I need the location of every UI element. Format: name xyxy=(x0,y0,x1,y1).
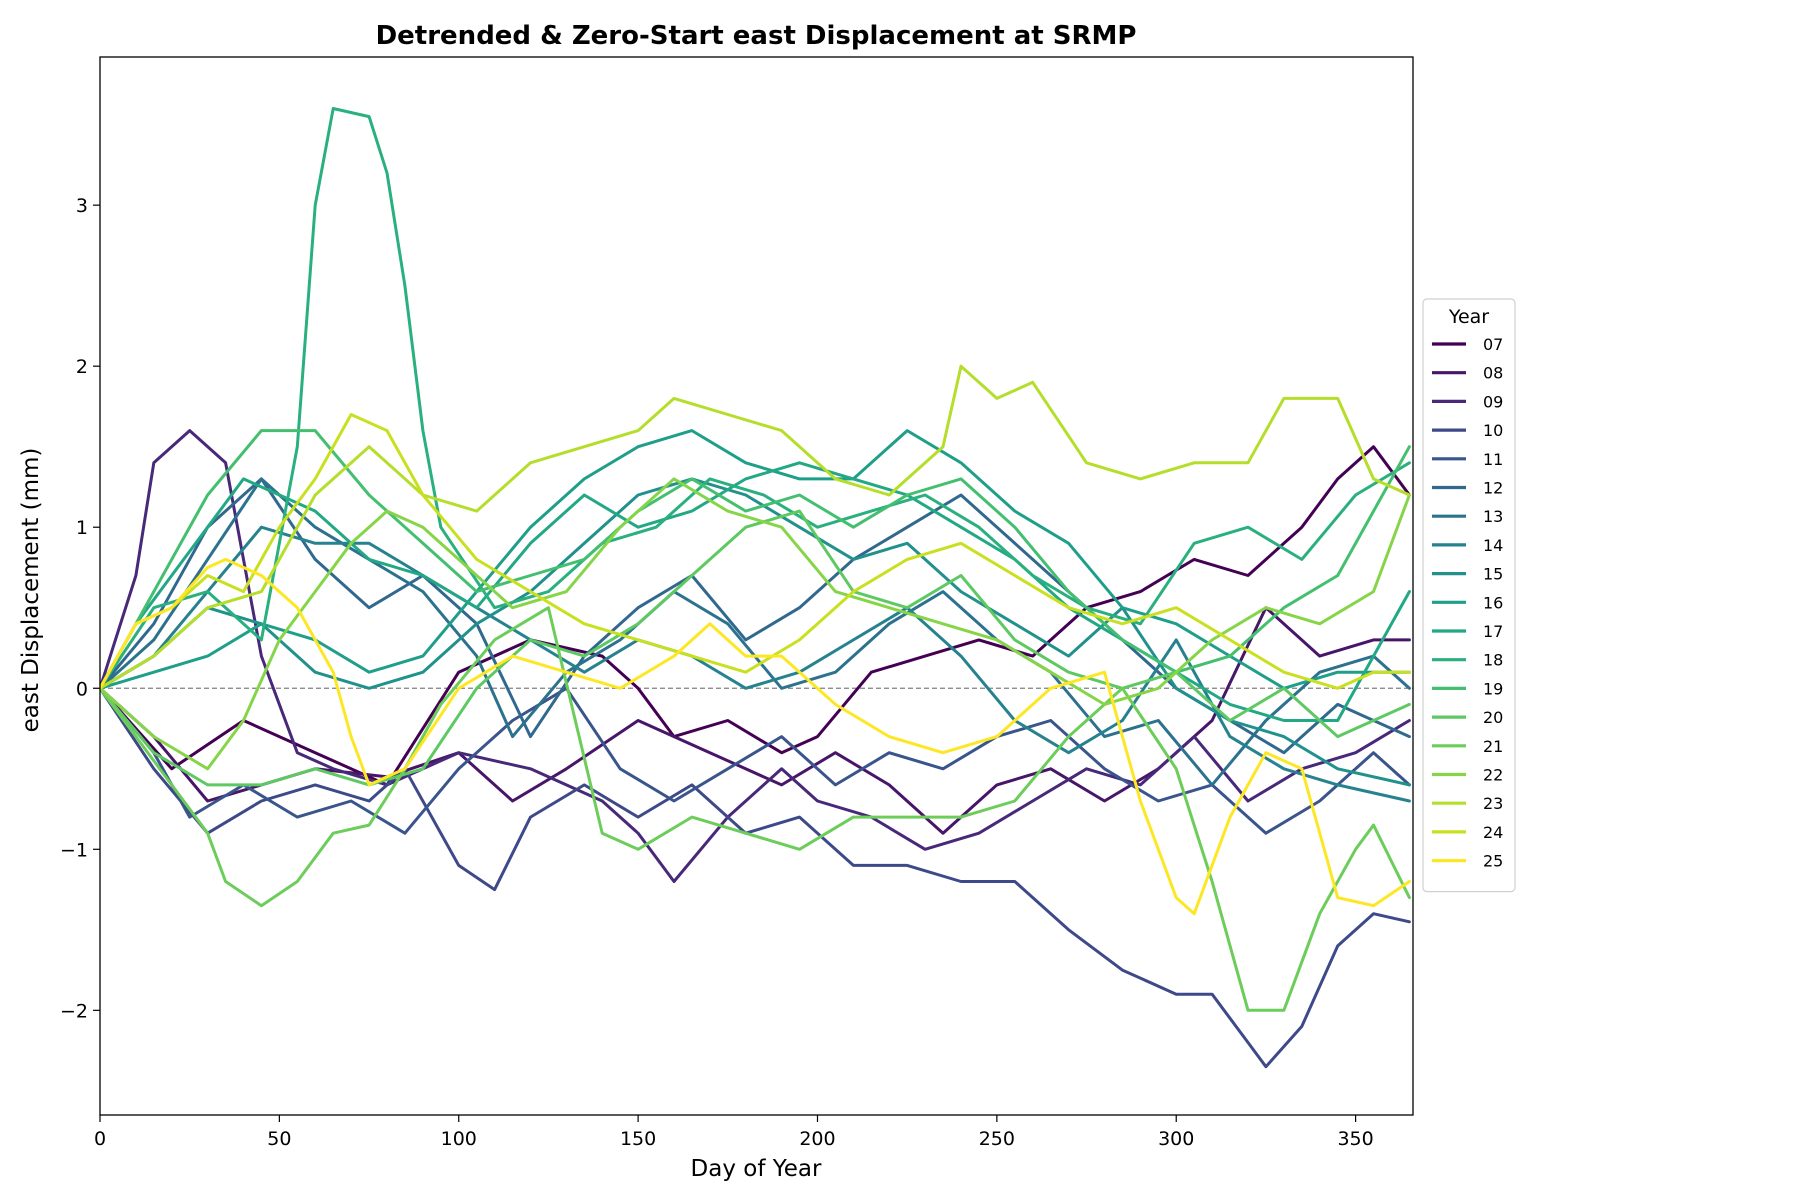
x-tick-label: 50 xyxy=(267,1128,291,1150)
series-line-25 xyxy=(100,557,1411,916)
chart-title: Detrended & Zero-Start east Displacement… xyxy=(376,21,1137,51)
legend-label-11: 11 xyxy=(1483,450,1503,469)
series-line-09 xyxy=(100,429,1411,883)
legend-label-20: 20 xyxy=(1483,708,1503,727)
legend-label-08: 08 xyxy=(1483,364,1503,383)
legend-label-16: 16 xyxy=(1483,593,1503,612)
x-tick-label: 250 xyxy=(979,1128,1015,1150)
y-tick-label: 2 xyxy=(76,356,88,378)
x-tick-label: 300 xyxy=(1158,1128,1194,1150)
legend-label-09: 09 xyxy=(1483,392,1503,411)
x-tick-label: 150 xyxy=(620,1128,656,1150)
x-tick-label: 200 xyxy=(799,1128,835,1150)
series-line-23 xyxy=(100,364,1411,690)
legend-label-22: 22 xyxy=(1483,766,1503,785)
legend-label-14: 14 xyxy=(1483,536,1503,555)
series-line-19 xyxy=(100,429,1411,690)
series-line-15 xyxy=(100,477,1411,787)
legend-label-25: 25 xyxy=(1483,852,1503,871)
series-line-22 xyxy=(100,477,1411,771)
series-line-18 xyxy=(100,107,1411,690)
axes-layer: 0 50 100 150 200 250 300 350 −2 −1 0 1 2 3 xyxy=(60,56,1414,1150)
legend-label-24: 24 xyxy=(1483,823,1503,842)
legend-label-10: 10 xyxy=(1483,421,1503,440)
legend-label-17: 17 xyxy=(1483,622,1503,641)
series-line-08 xyxy=(100,606,1411,835)
series-line-14 xyxy=(100,525,1411,803)
y-axis-label: east Displacement (mm) xyxy=(18,448,44,733)
legend-label-07: 07 xyxy=(1483,335,1503,354)
legend-box xyxy=(1422,298,1516,893)
legend-label-21: 21 xyxy=(1483,737,1503,756)
legend-label-13: 13 xyxy=(1483,507,1503,526)
y-tick-label: 0 xyxy=(76,678,88,700)
legend-label-23: 23 xyxy=(1483,794,1503,813)
legend-label-18: 18 xyxy=(1483,651,1503,670)
series-line-21 xyxy=(100,606,1411,1012)
legend-label-19: 19 xyxy=(1483,679,1503,698)
series-line-24 xyxy=(100,413,1411,690)
plot-frame xyxy=(99,56,1414,1116)
legend-label-12: 12 xyxy=(1483,479,1503,498)
x-tick-label: 350 xyxy=(1337,1128,1373,1150)
y-tick-label: 1 xyxy=(76,517,88,539)
y-tick-label: −1 xyxy=(60,839,88,861)
y-tick-label: 3 xyxy=(76,195,88,217)
series-layer xyxy=(100,107,1413,1069)
series-line-11 xyxy=(100,686,1411,835)
series-line-16 xyxy=(100,429,1411,690)
x-tick-label: 100 xyxy=(441,1128,477,1150)
legend-label-15: 15 xyxy=(1483,565,1503,584)
legend-title: Year xyxy=(1448,306,1489,328)
x-tick-label: 0 xyxy=(94,1128,106,1150)
x-axis-label: Day of Year xyxy=(691,1156,822,1182)
y-tick-label: −2 xyxy=(60,1000,88,1022)
legend: Year 07 08 09 10 11 12 13 14 15 16 17 18 19 20 21 22 23 24… xyxy=(1422,298,1516,893)
series-line-10 xyxy=(100,686,1411,1069)
